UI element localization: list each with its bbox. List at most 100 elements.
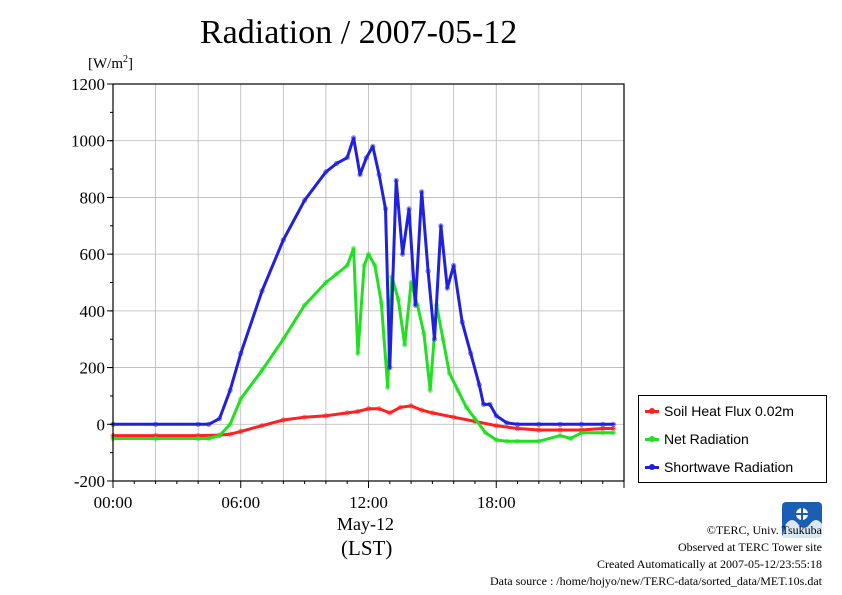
series-point-2: [399, 251, 406, 257]
series-point-1: [472, 415, 478, 422]
series-point-2: [610, 421, 617, 427]
x-axis-date-label: May-12: [337, 514, 394, 534]
series-point-1: [238, 396, 244, 402]
series-point-1: [195, 435, 201, 442]
series-point-2: [425, 268, 431, 274]
legend-item-soil-heat-flux: Soil Heat Flux 0.02m: [645, 400, 794, 422]
series-point-2: [419, 189, 425, 195]
series-point-2: [444, 285, 450, 291]
series-point-1: [427, 387, 433, 393]
series-point-0: [280, 417, 286, 423]
series-point-1: [259, 367, 265, 373]
series-point-0: [387, 410, 393, 416]
series-point-1: [610, 430, 617, 436]
series-point-2: [238, 350, 244, 356]
series-point-0: [419, 407, 425, 413]
series-point-1: [600, 430, 606, 436]
series-point-2: [370, 143, 376, 149]
series-point-2: [195, 421, 201, 427]
series-point-1: [344, 262, 350, 269]
series-point-2: [438, 223, 444, 229]
terc-logo-icon: [782, 502, 822, 538]
x-tick-label: 06:00: [221, 493, 260, 512]
series-point-2: [504, 420, 510, 426]
series-point-0: [451, 414, 457, 420]
footer-source: Data source : /home/hojyo/new/TERC-data/…: [489, 574, 822, 588]
series-point-0: [259, 423, 265, 429]
series-point-2: [476, 381, 482, 388]
series-point-0: [323, 413, 329, 419]
tick-labels: -200 0 200 400 600 800 1000 1200 00:00 06:00 12:00…: [71, 75, 516, 512]
series-point-2: [578, 421, 585, 427]
series-point-0: [227, 431, 233, 437]
series-line-2: [111, 136, 615, 426]
series-point-1: [350, 245, 357, 252]
axes: [107, 83, 625, 488]
y-tick-label: 600: [80, 245, 106, 264]
series-point-2: [514, 421, 521, 427]
legend: Soil Heat Flux 0.02m Net Radiation Short…: [638, 395, 827, 483]
series-point-1: [493, 437, 499, 443]
series-point-2: [357, 172, 363, 178]
series-point-1: [355, 350, 361, 356]
series-point-0: [355, 408, 361, 415]
series-point-2: [323, 169, 329, 175]
series-point-1: [536, 438, 542, 444]
y-tick-label: -200: [74, 472, 105, 491]
series-point-1: [378, 299, 384, 305]
series-point-2: [259, 288, 265, 294]
series-point-2: [600, 421, 606, 427]
series-point-2: [280, 237, 286, 243]
series-point-2: [459, 319, 465, 325]
series-point-0: [344, 410, 350, 416]
series-point-0: [493, 423, 499, 429]
series-point-2: [333, 160, 340, 166]
series-point-2: [480, 401, 487, 407]
series-point-2: [487, 401, 493, 407]
series-point-2: [493, 413, 499, 419]
series-point-0: [365, 406, 372, 412]
x-tick-label: 18:00: [477, 493, 516, 512]
series-point-0: [408, 403, 414, 409]
series-point-2: [350, 135, 357, 141]
y-unit-superscript: 2: [123, 54, 128, 65]
y-tick-label: 800: [80, 188, 106, 207]
series-point-2: [412, 302, 418, 308]
x-axis-timezone-label: (LST): [341, 536, 393, 560]
y-tick-label: 1000: [71, 132, 105, 151]
legend-swatch-net: [645, 435, 659, 442]
chart-title: Radiation / 2007-05-12: [200, 14, 518, 51]
series-point-1: [402, 342, 408, 348]
series-point-2: [363, 155, 369, 161]
legend-label-soil: Soil Heat Flux 0.02m: [664, 403, 794, 419]
series-point-1: [482, 430, 489, 436]
series-point-0: [301, 414, 308, 420]
footer-observed: Observed at TERC Tower site: [677, 540, 822, 554]
y-unit-close: ]: [128, 56, 133, 72]
series-point-1: [301, 302, 308, 308]
series-point-2: [387, 364, 393, 371]
legend-label-shortwave: Shortwave Radiation: [664, 459, 794, 475]
series-point-2: [153, 421, 159, 427]
series-point-1: [227, 421, 233, 427]
series-line-1: [111, 247, 615, 443]
legend-swatch-soil: [645, 407, 659, 414]
series-point-2: [431, 336, 438, 342]
series-point-1: [323, 279, 329, 286]
series-point-2: [468, 350, 474, 356]
series-point-1: [280, 336, 286, 342]
series-point-2: [344, 155, 350, 161]
series-point-0: [376, 406, 382, 412]
series-point-1: [446, 370, 452, 376]
series-point-2: [382, 206, 389, 212]
series-point-1: [440, 336, 446, 342]
series-point-2: [206, 421, 212, 427]
series-point-0: [429, 410, 435, 416]
footer-copyright: ©TERC, Univ. Tsukuba: [706, 523, 822, 537]
series-line-0: [111, 404, 615, 438]
series-point-1: [372, 262, 378, 269]
series-point-2: [227, 387, 233, 393]
series-point-0: [557, 427, 563, 433]
series-lines: [110, 135, 617, 444]
series-point-0: [397, 404, 403, 410]
